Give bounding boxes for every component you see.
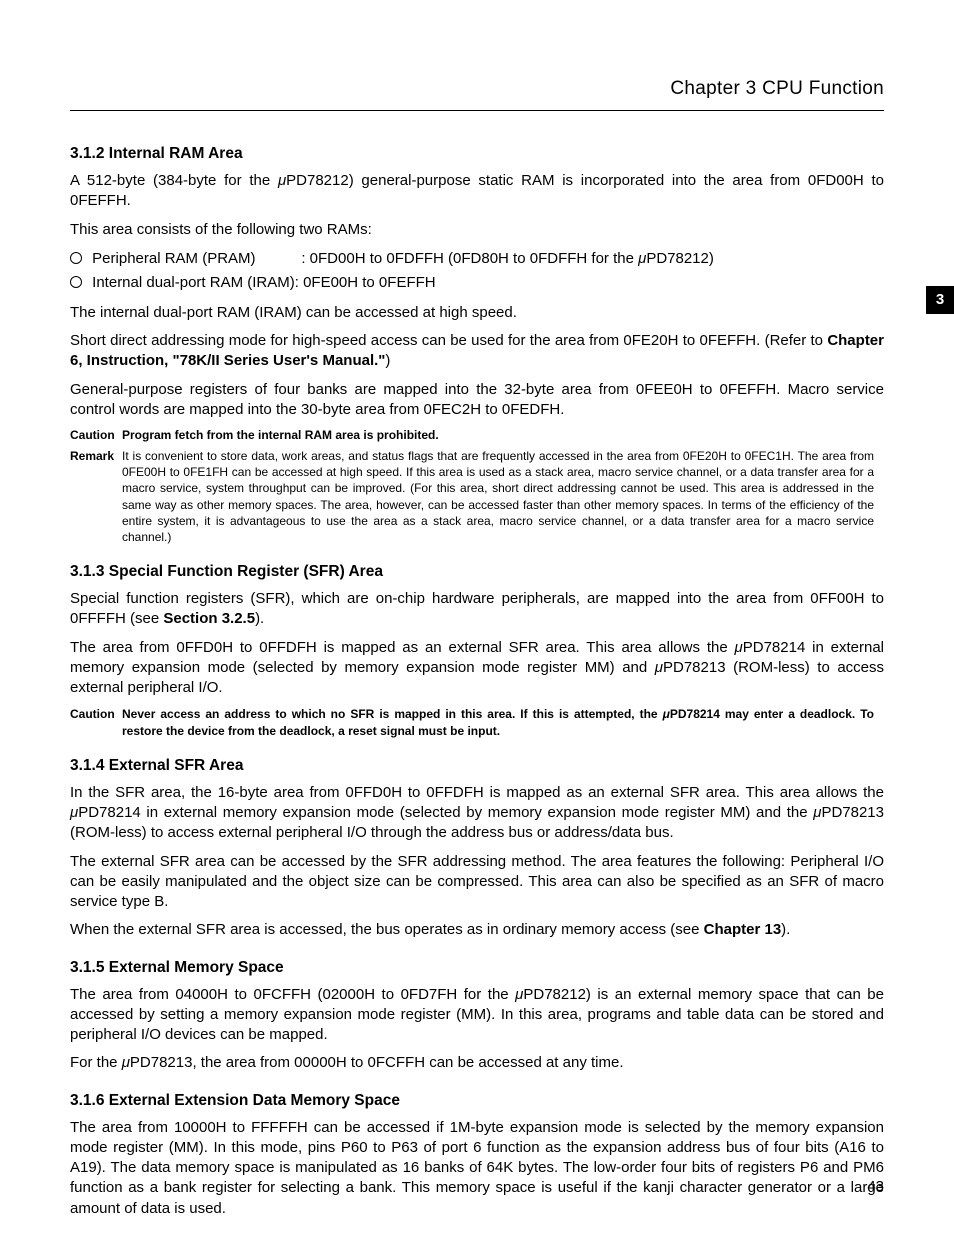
remark-312: RemarkIt is convenient to store data, wo… — [70, 448, 884, 545]
mu-symbol: μ — [655, 659, 663, 676]
caution-label: Caution — [70, 706, 122, 722]
text: When the external SFR area is accessed, … — [70, 921, 704, 938]
para-314-1: In the SFR area, the 16-byte area from 0… — [70, 783, 884, 844]
text: ) — [385, 352, 390, 369]
text: In the SFR area, the 16-byte area from 0… — [70, 784, 884, 801]
text: Never access an address to which no SFR … — [122, 707, 663, 721]
text: The area from 0FFD0H to 0FFDFH is mapped… — [70, 639, 735, 656]
bullet-pram: Peripheral RAM (PRAM) : 0FD00H to 0FDFFH… — [70, 248, 884, 271]
caution-313: CautionNever access an address to which … — [70, 706, 884, 738]
para-314-3: When the external SFR area is accessed, … — [70, 920, 884, 940]
page: Chapter 3 CPU Function 3 3.1.2 Internal … — [0, 0, 954, 1235]
text: Short direct addressing mode for high-sp… — [70, 332, 827, 349]
text: Internal dual-port RAM (IRAM): 0FE00H to… — [92, 274, 435, 291]
text-bold: Chapter 13 — [704, 921, 782, 938]
mu-symbol: μ — [735, 639, 743, 656]
heading-314: 3.1.4 External SFR Area — [70, 757, 884, 775]
text: PD78212) — [646, 250, 714, 267]
mu-symbol: μ — [70, 804, 78, 821]
bullet-icon — [70, 252, 82, 264]
heading-312: 3.1.2 Internal RAM Area — [70, 145, 884, 163]
text: The area from 04000H to 0FCFFH (02000H t… — [70, 986, 515, 1003]
bullet-iram: Internal dual-port RAM (IRAM): 0FE00H to… — [70, 272, 884, 295]
mu-symbol: μ — [122, 1054, 130, 1071]
para-316-1: The area from 10000H to FFFFFH can be ac… — [70, 1118, 884, 1219]
para-312-1: A 512-byte (384-byte for the μPD78212) g… — [70, 171, 884, 212]
heading-315: 3.1.5 External Memory Space — [70, 959, 884, 977]
text: Peripheral RAM (PRAM) — [92, 248, 297, 271]
chapter-header: Chapter 3 CPU Function — [70, 78, 884, 111]
remark-label: Remark — [70, 448, 122, 464]
heading-313: 3.1.3 Special Function Register (SFR) Ar… — [70, 563, 884, 581]
text-bold: Section 3.2.5 — [163, 610, 255, 627]
para-312-3: The internal dual-port RAM (IRAM) can be… — [70, 303, 884, 323]
para-313-1: Special function registers (SFR), which … — [70, 589, 884, 630]
remark-text: It is convenient to store data, work are… — [122, 448, 874, 545]
caution-label: Caution — [70, 428, 122, 442]
mu-symbol: μ — [663, 707, 670, 721]
caution-312: CautionProgram fetch from the internal R… — [70, 428, 884, 442]
bullet-icon — [70, 276, 82, 288]
text: : 0FD00H to 0FDFFH (0FD80H to 0FDFFH for… — [301, 250, 638, 267]
chapter-tab: 3 — [926, 286, 954, 314]
para-312-4: Short direct addressing mode for high-sp… — [70, 331, 884, 372]
caution-text: Program fetch from the internal RAM area… — [122, 428, 439, 442]
para-312-2: This area consists of the following two … — [70, 220, 884, 240]
para-312-5: General-purpose registers of four banks … — [70, 380, 884, 421]
text: For the — [70, 1054, 122, 1071]
page-number: 43 — [867, 1178, 884, 1195]
text: PD78214 in external memory expansion mod… — [78, 804, 813, 821]
text: ). — [781, 921, 790, 938]
caution-text: Never access an address to which no SFR … — [122, 706, 874, 738]
para-315-1: The area from 04000H to 0FCFFH (02000H t… — [70, 985, 884, 1046]
text: A 512-byte (384-byte for the — [70, 172, 278, 189]
para-313-2: The area from 0FFD0H to 0FFDFH is mapped… — [70, 638, 884, 699]
mu-symbol: μ — [278, 172, 286, 189]
heading-316: 3.1.6 External Extension Data Memory Spa… — [70, 1092, 884, 1110]
text: ). — [255, 610, 264, 627]
text: PD78213, the area from 00000H to 0FCFFH … — [130, 1054, 624, 1071]
para-315-2: For the μPD78213, the area from 00000H t… — [70, 1053, 884, 1073]
para-314-2: The external SFR area can be accessed by… — [70, 852, 884, 913]
